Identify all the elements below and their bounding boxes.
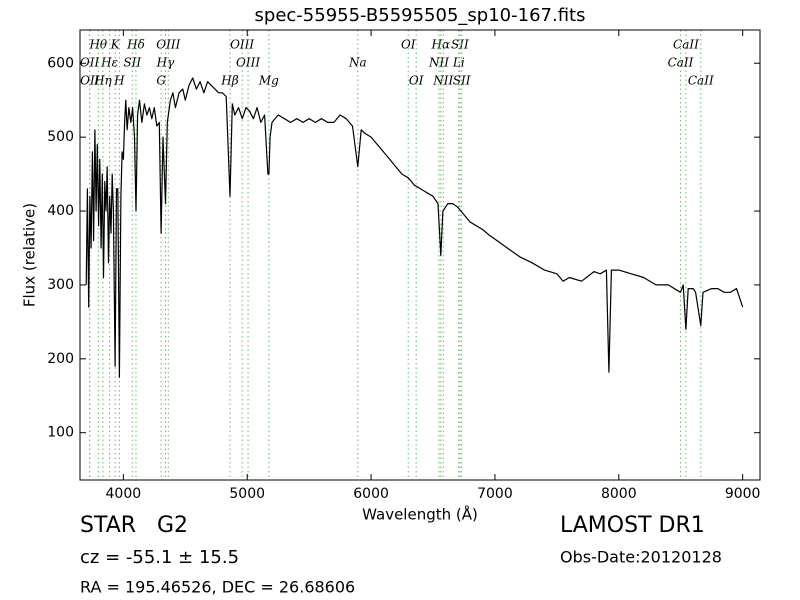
spectral-line-label: Li (452, 56, 465, 70)
spectral-line-label: OIII (156, 38, 180, 52)
y-tick-label: 100 (47, 425, 74, 441)
spectral-line-label: OIII (230, 38, 254, 52)
x-tick-label: 6000 (353, 486, 389, 502)
spectral-line-label: Hγ (156, 56, 175, 70)
x-tick-label: 4000 (106, 486, 142, 502)
spectral-line-label: OI (409, 74, 424, 88)
coordinates: RA = 195.46526, DEC = 26.68606 (80, 578, 355, 597)
spectral-line-label: Na (348, 56, 367, 70)
spectral-line-label: OII (80, 74, 100, 88)
survey: LAMOST DR1 (560, 513, 705, 538)
x-axis-label: Wavelength (Å) (362, 505, 478, 524)
x-tick-label: 5000 (229, 486, 265, 502)
spectral-line-label: H (113, 74, 125, 88)
spectral-line-label: CaII (668, 56, 694, 70)
object-class: STAR G2 (80, 513, 188, 538)
spectral-line-label: CaII (688, 74, 714, 88)
y-tick-label: 300 (47, 277, 74, 293)
y-tick-label: 600 (47, 55, 74, 71)
spectral-line-label: Hβ (220, 74, 238, 88)
x-tick-label: 7000 (477, 486, 513, 502)
spectral-line-label: OI (401, 38, 416, 52)
y-tick-label: 500 (47, 129, 74, 145)
spectral-line-label: Hδ (126, 38, 145, 52)
x-tick-label: 9000 (725, 486, 761, 502)
y-tick-label: 200 (47, 351, 74, 367)
spectral-line-label: Mg (258, 74, 279, 88)
y-axis-label: Flux (relative) (21, 203, 39, 307)
spectral-line-label: Hη (93, 74, 112, 88)
spectral-line-label: Hα (431, 38, 451, 52)
obs-date: Obs-Date:20120128 (560, 548, 722, 567)
spectral-line-label: SII (451, 38, 469, 52)
spectral-line-label: K (110, 38, 121, 52)
spectral-line-label: SII (453, 74, 471, 88)
x-tick-label: 8000 (601, 486, 637, 502)
spectral-line-label: CaII (673, 38, 699, 52)
redshift: cz = -55.1 ± 15.5 (80, 547, 239, 568)
spectral-line-label: Hθ (88, 38, 107, 52)
spectral-line-label: SII (123, 56, 141, 70)
chart-title: spec-55955-B5595505_sp10-167.fits (255, 5, 586, 26)
spectral-line-label: G (156, 74, 166, 88)
spectral-line-label: NII (432, 74, 453, 88)
plot-frame (79, 29, 761, 481)
spectrum-line (85, 77, 744, 378)
spectral-line-label: NII (428, 56, 449, 70)
y-tick-label: 400 (47, 203, 74, 219)
spectral-line-label: Hε (100, 56, 118, 70)
spectral-line-label: OIII (236, 56, 260, 70)
